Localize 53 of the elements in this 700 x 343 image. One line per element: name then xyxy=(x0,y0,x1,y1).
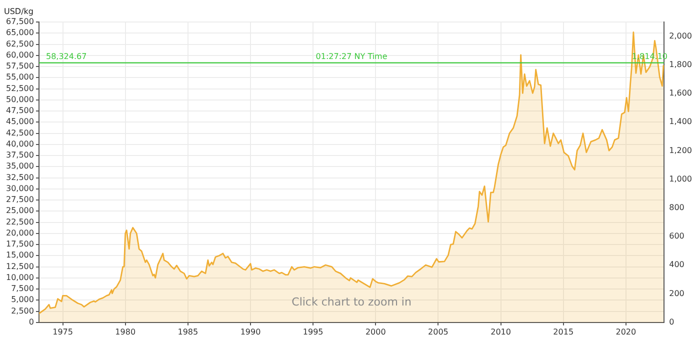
x-tick-label: 2015 xyxy=(553,327,574,336)
y-tick-label: 12,500 xyxy=(6,262,34,271)
y-tick-label: 25,000 xyxy=(6,206,34,216)
y-tick-label: 50,000 xyxy=(6,94,34,104)
y-tick-label: 65,000 xyxy=(6,28,34,38)
y-tick-label: 10,000 xyxy=(6,272,34,282)
y-tick-label: 35,000 xyxy=(6,162,34,171)
x-tick-label: 1975 xyxy=(52,327,73,336)
y2-tick-label: 1,600 xyxy=(669,88,692,98)
y-tick-label: 62,500 xyxy=(6,39,34,48)
y-tick-label: 27,500 xyxy=(6,195,34,204)
x-tick-label: 2020 xyxy=(616,327,636,336)
x-tick-label: 1985 xyxy=(178,327,198,336)
y-tick-label: 5,000 xyxy=(11,295,34,304)
y2-tick-label: 400 xyxy=(669,260,684,270)
x-tick-label: 1980 xyxy=(115,327,136,336)
y-tick-label: 7,500 xyxy=(11,284,34,294)
y-tick-label: 45,000 xyxy=(6,117,34,126)
y2-tick-label: 1,000 xyxy=(669,174,692,184)
y-tick-label: 55,000 xyxy=(6,72,34,82)
y-tick-label: 17,500 xyxy=(6,240,34,249)
x-tick-label: 2005 xyxy=(428,327,448,336)
y-tick-label: 60,000 xyxy=(6,50,34,60)
x-tick-label: 2000 xyxy=(365,327,386,336)
y-tick-label: 22,500 xyxy=(6,217,34,226)
y2-tick-label: 1,200 xyxy=(669,146,692,155)
y-tick-label: 30,000 xyxy=(6,184,34,193)
y-tick-label: 52,500 xyxy=(6,84,34,93)
y2-tick-label: 600 xyxy=(669,232,684,241)
y-tick-label: 2,500 xyxy=(11,306,34,316)
annotation: Click chart to zoom in xyxy=(292,295,412,308)
y2-tick-label: 1,400 xyxy=(669,117,692,126)
y2-tick-label: 1,800 xyxy=(669,60,692,69)
ref-line-label: 58,324.67 xyxy=(46,52,87,61)
y2-tick-label: 0 xyxy=(669,317,674,326)
y-tick-label: 57,500 xyxy=(6,62,34,71)
y-tick-label: 47,500 xyxy=(6,106,34,116)
y-tick-label: 15,000 xyxy=(6,250,34,260)
y2-tick-label: 800 xyxy=(669,203,684,212)
y-axis-title: USD/kg xyxy=(4,7,34,16)
y-tick-label: 32,500 xyxy=(6,172,34,182)
x-tick-label: 2010 xyxy=(490,327,511,336)
y-tick-label: 40,000 xyxy=(6,139,34,148)
y-tick-label: 67,500 xyxy=(6,17,34,26)
x-tick-label: 1995 xyxy=(302,327,324,336)
y-tick-label: 0 xyxy=(28,317,34,326)
y2-tick-label: 200 xyxy=(669,288,684,298)
y2-tick-label: 2,000 xyxy=(669,31,692,40)
y-tick-label: 20,000 xyxy=(6,228,34,238)
x-tick-label: 1990 xyxy=(240,327,261,336)
y-tick-label: 37,500 xyxy=(6,150,34,160)
annotation: 01:27:27 NY Time xyxy=(316,52,388,61)
y-tick-label: 42,500 xyxy=(6,128,34,138)
